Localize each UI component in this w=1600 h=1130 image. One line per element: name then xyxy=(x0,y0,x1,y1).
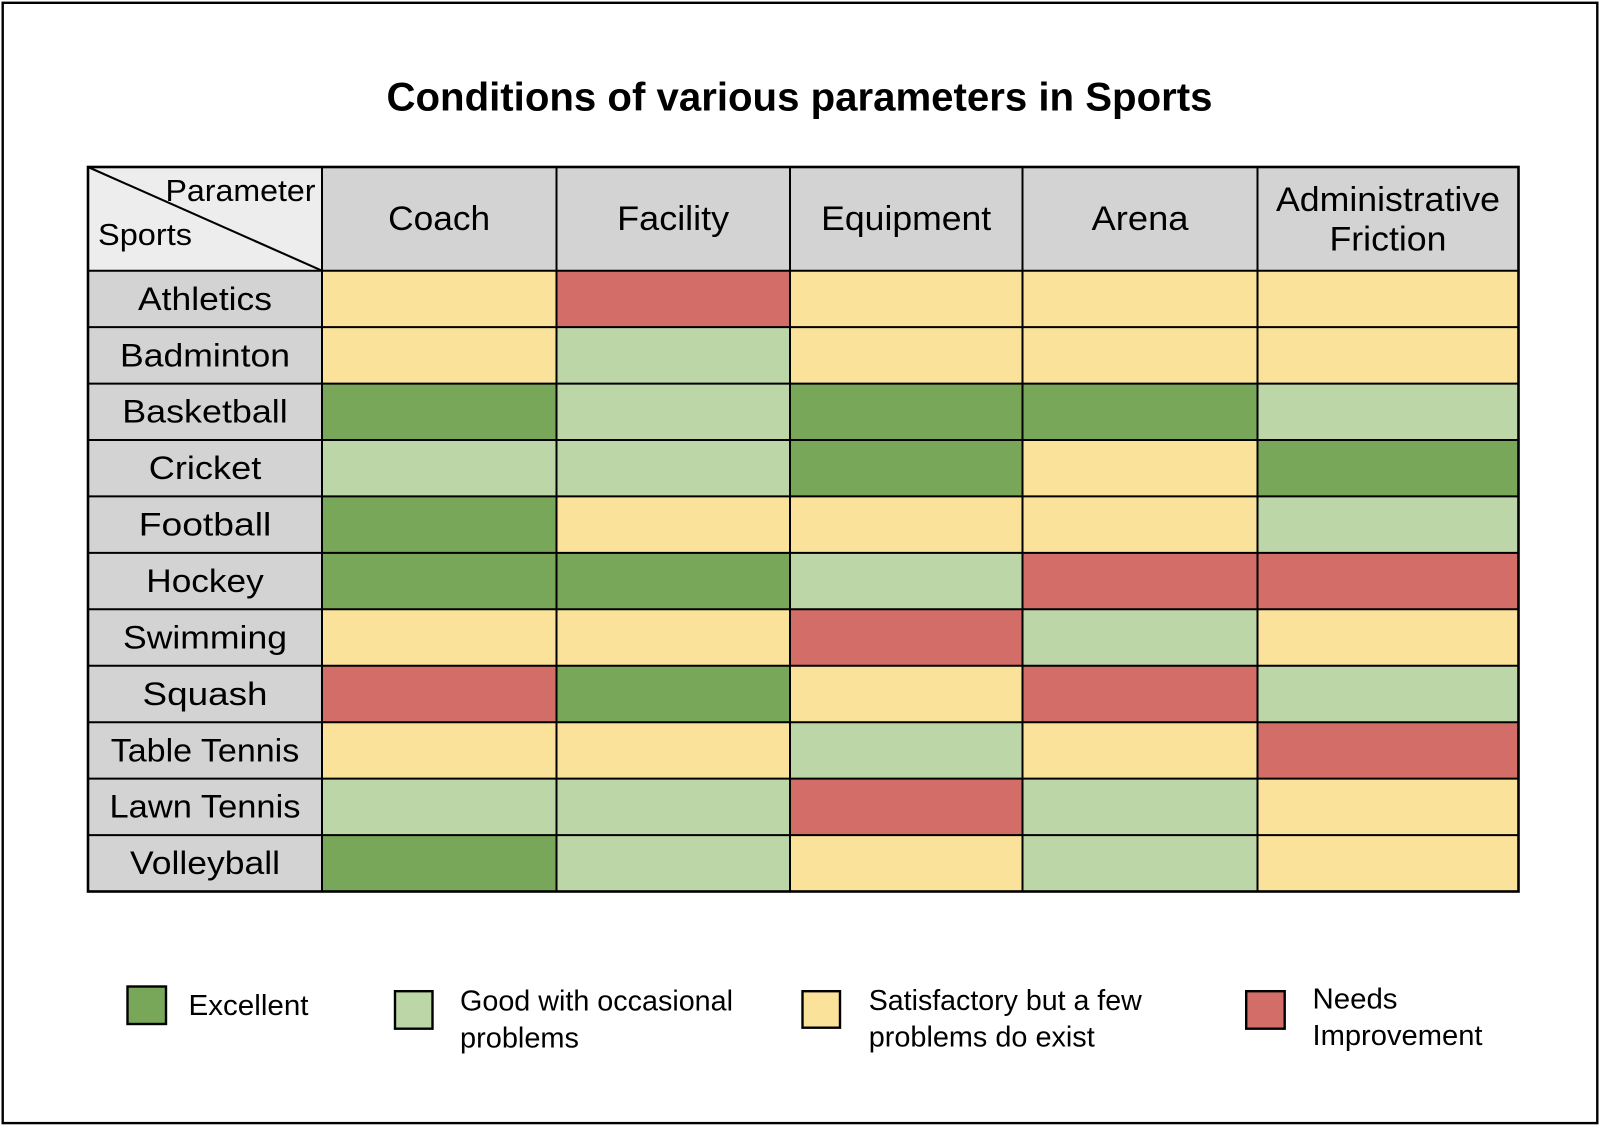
svg-text:Athletics: Athletics xyxy=(138,281,272,317)
svg-text:problems: problems xyxy=(460,1023,579,1055)
svg-text:Friction: Friction xyxy=(1330,220,1447,258)
svg-text:Needs: Needs xyxy=(1313,984,1398,1016)
svg-text:Coach: Coach xyxy=(388,200,490,238)
svg-text:Good with occasional: Good with occasional xyxy=(460,986,733,1018)
svg-text:Equipment: Equipment xyxy=(821,200,992,238)
svg-text:Sports: Sports xyxy=(98,217,192,252)
svg-text:Cricket: Cricket xyxy=(149,450,262,486)
svg-text:Parameter: Parameter xyxy=(166,173,316,208)
svg-text:Basketball: Basketball xyxy=(122,394,288,430)
svg-text:Squash: Squash xyxy=(143,676,268,712)
svg-text:Conditions of various paramete: Conditions of various parameters in Spor… xyxy=(387,76,1213,120)
svg-text:Football: Football xyxy=(139,507,272,543)
svg-text:Satisfactory but a few: Satisfactory but a few xyxy=(869,985,1143,1017)
svg-text:Improvement: Improvement xyxy=(1313,1020,1483,1052)
svg-text:Badminton: Badminton xyxy=(120,337,290,373)
svg-text:Lawn Tennis: Lawn Tennis xyxy=(110,789,301,825)
svg-text:Administrative: Administrative xyxy=(1276,181,1500,219)
svg-text:problems do exist: problems do exist xyxy=(869,1022,1095,1054)
svg-text:Volleyball: Volleyball xyxy=(130,845,280,881)
svg-text:Table Tennis: Table Tennis xyxy=(111,732,300,768)
svg-text:Swimming: Swimming xyxy=(123,619,287,655)
svg-text:Hockey: Hockey xyxy=(146,563,264,599)
svg-text:Facility: Facility xyxy=(617,200,729,238)
svg-text:Excellent: Excellent xyxy=(189,990,309,1022)
svg-text:Arena: Arena xyxy=(1092,200,1189,238)
